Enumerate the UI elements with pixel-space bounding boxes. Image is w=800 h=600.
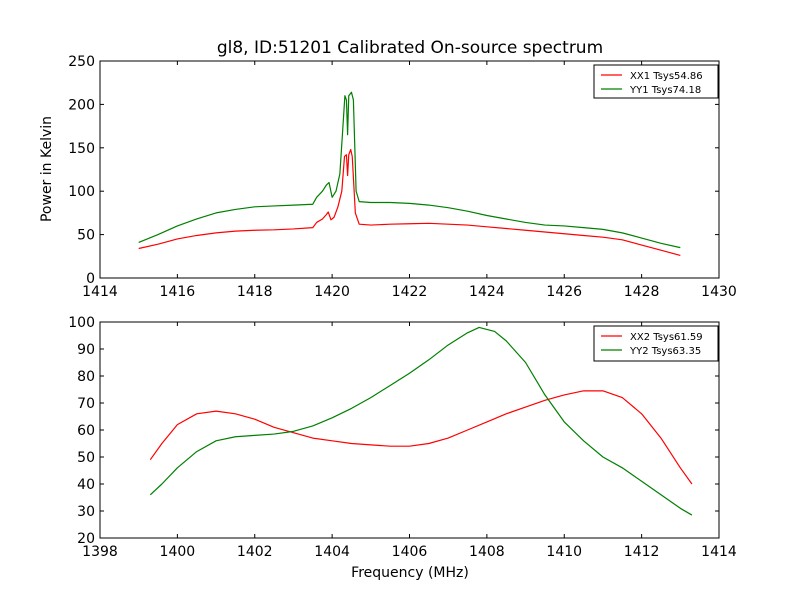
y-tick-label: 50	[77, 450, 95, 466]
legend-label-2: YY1 Tsys74.18	[629, 85, 701, 96]
x-tick-label: 1410	[546, 544, 582, 560]
top-panel: 1414 1416 1418 1420 1422 1424 1426 1428 1430 0 50 1…	[68, 54, 737, 300]
x-tick-label: 1398	[82, 544, 118, 560]
y-tick-label: 200	[68, 97, 95, 113]
x-tick-label: 1428	[624, 284, 660, 300]
y-tick-label: 100	[68, 315, 95, 331]
x-axis-label-bottom: Frequency (MHz)	[351, 565, 469, 581]
series-line-1-1	[138, 148, 681, 257]
x-tick-label: 1418	[237, 284, 273, 300]
x-tick-label: 1426	[546, 284, 582, 300]
series-line-2-1	[149, 390, 693, 485]
y-tick-label: 90	[77, 342, 95, 358]
y-tick-label: 60	[77, 423, 95, 439]
x-tick-label: 1404	[314, 544, 350, 560]
y-tick-label: 80	[77, 369, 95, 385]
x-tick-label: 1412	[624, 544, 660, 560]
x-tick-label: 1422	[392, 284, 428, 300]
legend-box	[593, 325, 719, 362]
series-line-1-2	[138, 91, 681, 249]
legend-label-1: XX1 Tsys54.86	[630, 71, 703, 82]
y-tick-label: 70	[77, 396, 95, 412]
x-tick-label: 1406	[392, 544, 428, 560]
y-tick-label: 150	[68, 141, 95, 157]
y-tick-label: 40	[77, 477, 95, 493]
x-tick-label: 1408	[469, 544, 505, 560]
x-tick-label: 1416	[160, 284, 196, 300]
x-tick-label: 1430	[701, 284, 737, 300]
x-tick-label: 1414	[701, 544, 737, 560]
legend-box	[593, 64, 719, 99]
y-tick-label: 0	[86, 271, 95, 287]
legend-label-1: XX2 Tsys61.59	[630, 332, 703, 343]
legend-label-2: YY2 Tsys63.35	[629, 346, 701, 357]
chart-title: gl8, ID:51201 Calibrated On-source spect…	[217, 38, 603, 58]
x-tick-label: 1402	[237, 544, 273, 560]
y-tick-label: 100	[68, 184, 95, 200]
bottom-panel: 1398 1400 1402 1404 1406 1408 1410 1412 1414 20 30…	[68, 315, 737, 560]
x-tick-label: 1414	[82, 284, 118, 300]
y-tick-label: 50	[77, 228, 95, 244]
x-tick-label: 1400	[160, 544, 196, 560]
series-line-2-2	[149, 326, 693, 516]
y-tick-label: 20	[77, 531, 95, 547]
y-axis-label-top: Power in Kelvin	[39, 116, 55, 222]
y-tick-label: 30	[77, 504, 95, 520]
y-tick-label: 250	[68, 54, 95, 70]
x-tick-label: 1424	[469, 284, 505, 300]
x-tick-label: 1420	[314, 284, 350, 300]
